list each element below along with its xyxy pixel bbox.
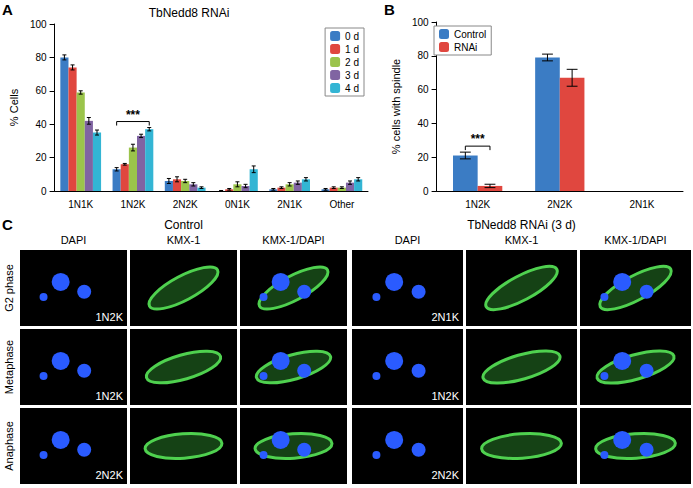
svg-text:60: 60 xyxy=(417,84,429,95)
html-text:G2 phase: G2 phase xyxy=(3,264,15,312)
svg-text:40: 40 xyxy=(35,119,47,130)
html-text:Control: Control xyxy=(164,218,203,232)
svg-text:20: 20 xyxy=(417,152,429,163)
svg-text:80: 80 xyxy=(35,52,47,63)
svg-text:2N1K: 2N1K xyxy=(629,199,654,210)
svg-text:0N1K: 0N1K xyxy=(225,199,250,210)
svg-text:1N2K: 1N2K xyxy=(465,199,490,210)
svg-text:3 d: 3 d xyxy=(345,70,359,81)
svg-text:Other: Other xyxy=(329,199,355,210)
svg-text:% Cells: % Cells xyxy=(8,88,20,126)
svg-text:A: A xyxy=(2,1,13,18)
svg-text:2 d: 2 d xyxy=(345,57,359,68)
svg-text:1N2K: 1N2K xyxy=(120,199,145,210)
svg-text:40: 40 xyxy=(417,118,429,129)
html-text:KMX-1/DAPI: KMX-1/DAPI xyxy=(262,234,325,246)
html-text:KMX-1/DAPI: KMX-1/DAPI xyxy=(604,234,667,246)
html-text:Metaphase: Metaphase xyxy=(3,339,15,395)
html-text:KMX-1: KMX-1 xyxy=(166,234,201,246)
html-text:2N2K: 2N2K xyxy=(431,469,459,481)
svg-text:B: B xyxy=(384,1,395,18)
html-text:TbNedd8 RNAi (3 d): TbNedd8 RNAi (3 d) xyxy=(467,218,576,232)
svg-text:2N2K: 2N2K xyxy=(547,199,572,210)
html-text:Anaphase: Anaphase xyxy=(3,421,15,471)
svg-text:***: *** xyxy=(471,132,485,146)
svg-text:80: 80 xyxy=(417,50,429,61)
svg-text:100: 100 xyxy=(412,17,429,28)
svg-text:***: *** xyxy=(126,108,140,122)
html-text:1N2K: 1N2K xyxy=(95,311,123,323)
svg-text:20: 20 xyxy=(35,152,47,163)
svg-text:60: 60 xyxy=(35,85,47,96)
svg-text:1 d: 1 d xyxy=(345,44,359,55)
html-text:2N1K: 2N1K xyxy=(431,311,459,323)
svg-text:RNAi: RNAi xyxy=(454,42,477,53)
svg-text:0: 0 xyxy=(423,186,429,197)
html-text:2N2K: 2N2K xyxy=(95,469,123,481)
svg-text:2N2K: 2N2K xyxy=(173,199,198,210)
svg-text:4 d: 4 d xyxy=(345,83,359,94)
html-text:1N2K: 1N2K xyxy=(95,390,123,402)
html-text:KMX-1: KMX-1 xyxy=(504,234,539,246)
html-text:DAPI: DAPI xyxy=(394,234,421,246)
svg-text:1N1K: 1N1K xyxy=(68,199,93,210)
svg-text:% cells with spindle: % cells with spindle xyxy=(390,59,402,154)
svg-text:100: 100 xyxy=(30,19,47,30)
html-text:1N2K: 1N2K xyxy=(431,390,459,402)
svg-text:0: 0 xyxy=(41,186,47,197)
svg-text:TbNedd8 RNAi: TbNedd8 RNAi xyxy=(149,6,230,20)
html-text:DAPI: DAPI xyxy=(60,234,87,246)
svg-text:Control: Control xyxy=(454,29,486,40)
html-text:C: C xyxy=(2,216,13,233)
svg-text:2N1K: 2N1K xyxy=(277,199,302,210)
svg-text:0 d: 0 d xyxy=(345,31,359,42)
